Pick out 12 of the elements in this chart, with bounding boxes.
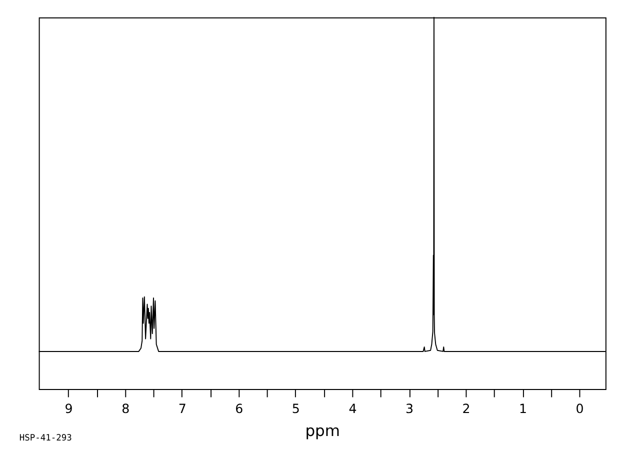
x-tick-label: 7 [178,400,186,416]
x-tick-label: 4 [348,400,357,416]
x-tick-label: 6 [235,400,244,416]
x-tick-label: 0 [576,400,584,416]
x-tick-label: 9 [64,400,73,416]
x-tick-label: 8 [122,400,130,416]
x-axis-title: ppm [305,422,340,440]
x-tick-label: 1 [519,400,528,416]
x-tick-label: 2 [462,400,470,416]
text: HSP-41-293 [19,433,72,444]
x-tick-label: 5 [292,400,300,416]
x-tick-label: 3 [405,400,414,416]
